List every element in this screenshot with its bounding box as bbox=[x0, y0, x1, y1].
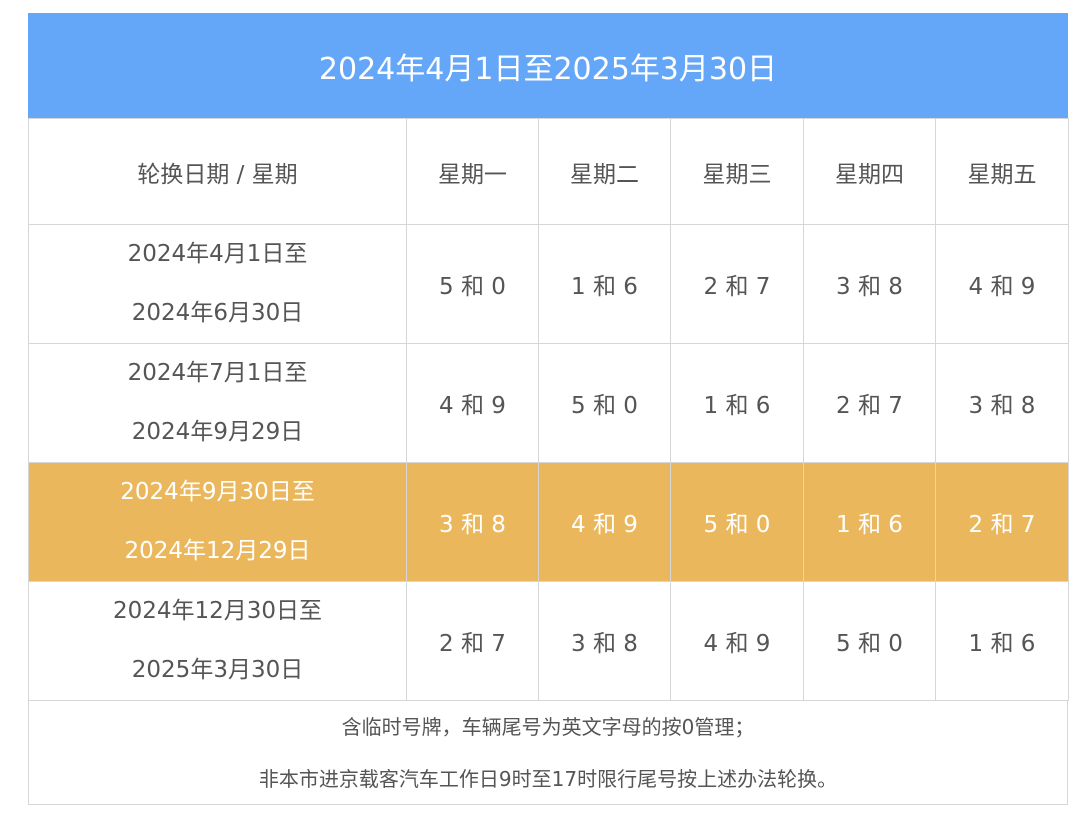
column-header-tuesday: 星期二 bbox=[538, 118, 671, 225]
restriction-schedule: 2024年4月1日至2025年3月30日 轮换日期 / 星期 星期一 星期二 星… bbox=[28, 13, 1069, 805]
note-line: 非本市进京载客汽车工作日9时至17时限行尾号按上述办法轮换。 bbox=[258, 766, 838, 791]
period-end: 2024年12月29日 bbox=[124, 538, 311, 564]
table-cell: 1 和 6 bbox=[935, 581, 1069, 701]
table-cell: 5 和 0 bbox=[538, 343, 671, 463]
table-cell: 3 和 8 bbox=[803, 224, 936, 344]
table-cell: 4 和 9 bbox=[538, 462, 671, 582]
table-cell: 3 和 8 bbox=[538, 581, 671, 701]
column-header-monday: 星期一 bbox=[406, 118, 539, 225]
period-start: 2024年7月1日至 bbox=[127, 360, 308, 386]
table-cell: 5 和 0 bbox=[406, 224, 539, 344]
table-row: 2024年7月1日至 2024年9月29日 4 和 9 5 和 0 1 和 6 … bbox=[28, 343, 1069, 463]
column-header-period: 轮换日期 / 星期 bbox=[28, 118, 407, 225]
period-cell: 2024年9月30日至 2024年12月29日 bbox=[28, 462, 407, 582]
schedule-table: 轮换日期 / 星期 星期一 星期二 星期三 星期四 星期五 2024年4月1日至… bbox=[28, 118, 1069, 701]
table-cell: 5 和 0 bbox=[670, 462, 804, 582]
note-line: 含临时号牌，车辆尾号为英文字母的按0管理； bbox=[341, 714, 755, 739]
period-end: 2024年9月29日 bbox=[131, 419, 304, 445]
table-cell: 1 和 6 bbox=[670, 343, 804, 463]
period-cell: 2024年7月1日至 2024年9月29日 bbox=[28, 343, 407, 463]
table-cell: 1 和 6 bbox=[803, 462, 936, 582]
period-cell: 2024年4月1日至 2024年6月30日 bbox=[28, 224, 407, 344]
table-cell: 2 和 7 bbox=[935, 462, 1069, 582]
table-cell: 2 和 7 bbox=[406, 581, 539, 701]
period-end: 2024年6月30日 bbox=[131, 300, 304, 326]
period-cell: 2024年12月30日至 2025年3月30日 bbox=[28, 581, 407, 701]
period-end: 2025年3月30日 bbox=[131, 657, 304, 683]
period-start: 2024年12月30日至 bbox=[112, 598, 323, 624]
table-cell: 4 和 9 bbox=[670, 581, 804, 701]
table-cell: 1 和 6 bbox=[538, 224, 671, 344]
table-row: 2024年4月1日至 2024年6月30日 5 和 0 1 和 6 2 和 7 … bbox=[28, 224, 1069, 344]
table-cell: 5 和 0 bbox=[803, 581, 936, 701]
notes-box: 含临时号牌，车辆尾号为英文字母的按0管理； 非本市进京载客汽车工作日9时至17时… bbox=[28, 701, 1068, 805]
table-cell: 2 和 7 bbox=[803, 343, 936, 463]
table-row: 2024年12月30日至 2025年3月30日 2 和 7 3 和 8 4 和 … bbox=[28, 581, 1069, 701]
table-cell: 3 和 8 bbox=[406, 462, 539, 582]
table-cell: 4 和 9 bbox=[406, 343, 539, 463]
page-title: 2024年4月1日至2025年3月30日 bbox=[28, 13, 1068, 118]
table-row-highlighted: 2024年9月30日至 2024年12月29日 3 和 8 4 和 9 5 和 … bbox=[28, 462, 1069, 582]
column-header-friday: 星期五 bbox=[935, 118, 1069, 225]
table-cell: 3 和 8 bbox=[935, 343, 1069, 463]
period-start: 2024年9月30日至 bbox=[120, 479, 315, 505]
column-header-thursday: 星期四 bbox=[803, 118, 936, 225]
table-cell: 4 和 9 bbox=[935, 224, 1069, 344]
table-cell: 2 和 7 bbox=[670, 224, 804, 344]
period-start: 2024年4月1日至 bbox=[127, 241, 308, 267]
header-row: 轮换日期 / 星期 星期一 星期二 星期三 星期四 星期五 bbox=[28, 118, 1069, 225]
column-header-wednesday: 星期三 bbox=[670, 118, 804, 225]
